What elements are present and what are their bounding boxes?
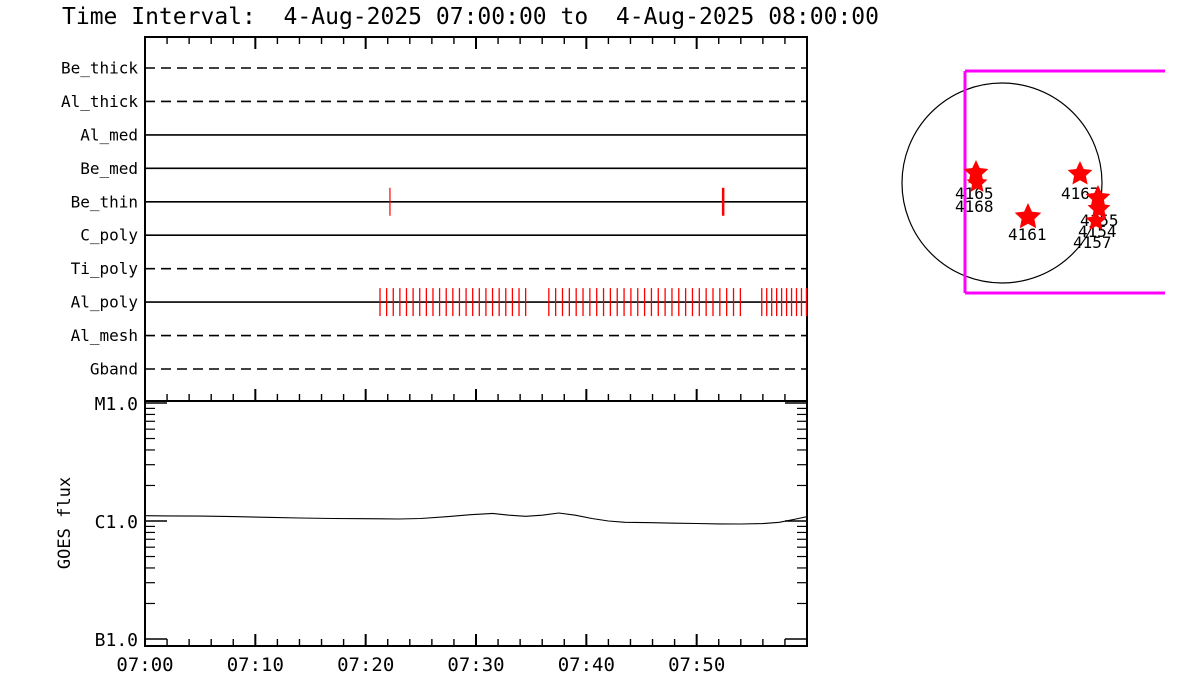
filter-row-Al_thick: Al_thick: [61, 92, 807, 111]
active-region-label: 4154: [1078, 222, 1117, 241]
active-region-4165: 4165: [955, 160, 994, 203]
time-tick-label: 07:50: [668, 654, 725, 676]
active-region-label: 4157: [1073, 233, 1112, 252]
filter-label: Al_med: [80, 125, 138, 144]
star-icon: [1087, 197, 1111, 219]
star-icon: [1085, 210, 1107, 230]
filter-row-C_poly: C_poly: [80, 226, 807, 245]
filter-label: C_poly: [80, 226, 138, 245]
active-region-4161: 4161: [1008, 203, 1047, 244]
filter-row-Ti_poly: Ti_poly: [71, 259, 807, 278]
star-icon: [963, 160, 989, 184]
time-tick-label: 07:40: [558, 654, 615, 676]
filter-row-Al_poly: Al_poly: [71, 288, 808, 317]
time-tick-label: 07:30: [447, 654, 504, 676]
timeline-frame: [144, 36, 808, 402]
filter-timeline-panel: Be_thick Al_thick Al_med Be_med Be_thin C_pol…: [61, 36, 808, 402]
active-region-4154: 4154: [1078, 197, 1117, 241]
flux-tick-label: C1.0: [95, 512, 138, 533]
active-region-4167: 4167: [1061, 161, 1100, 203]
filter-row-Be_thin: Be_thin: [71, 187, 807, 216]
filter-label: Be_med: [80, 159, 138, 178]
filter-label: Be_thin: [71, 192, 138, 211]
active-region-label: 4168: [955, 197, 994, 216]
time-tick-label: 07:00: [116, 654, 173, 676]
solar-limb-circle: [901, 82, 1103, 284]
filter-row-Gband: Gband: [90, 359, 807, 378]
filter-row-Be_thick: Be_thick: [61, 59, 807, 78]
filter-label: Al_thick: [61, 92, 138, 111]
goes-axis-title: GOES flux: [55, 477, 75, 569]
filter-row-Be_med: Be_med: [80, 159, 807, 178]
filter-label: Al_mesh: [71, 326, 138, 345]
star-icon: [1085, 185, 1111, 209]
active-region-label: 4165: [955, 184, 994, 203]
active-region-4168: 4168: [955, 172, 994, 216]
star-icon: [1067, 161, 1093, 185]
goes-flux-curve: [144, 512, 808, 525]
filter-row-Al_mesh: Al_mesh: [71, 326, 807, 345]
filter-row-Al_med: Al_med: [80, 125, 807, 144]
flux-tick-label: B1.0: [95, 630, 138, 651]
plot-title: Time Interval: 4-Aug-2025 07:00:00 to 4-…: [62, 4, 879, 30]
filter-label: Ti_poly: [71, 259, 139, 278]
filter-label: Al_poly: [71, 293, 139, 312]
star-icon: [1014, 203, 1042, 229]
active-region-4157: 4157: [1073, 210, 1112, 252]
active-region-label: 4167: [1061, 184, 1100, 203]
star-icon: [966, 172, 988, 192]
time-tick-label: 07:20: [337, 654, 394, 676]
filter-label: Be_thick: [61, 59, 138, 78]
filter-label: Gband: [90, 359, 138, 378]
goes-flux-panel: M1.0 C1.0 B1.0 07:00 07:10 07:20 07:30 07:40 07:…: [55, 394, 808, 676]
time-tick-label: 07:10: [227, 654, 284, 676]
solar-map: 4165416841674161415541544157: [901, 69, 1165, 295]
goes-frame: [144, 400, 808, 647]
active-region-label: 4161: [1008, 225, 1047, 244]
flux-tick-label: M1.0: [95, 394, 138, 415]
